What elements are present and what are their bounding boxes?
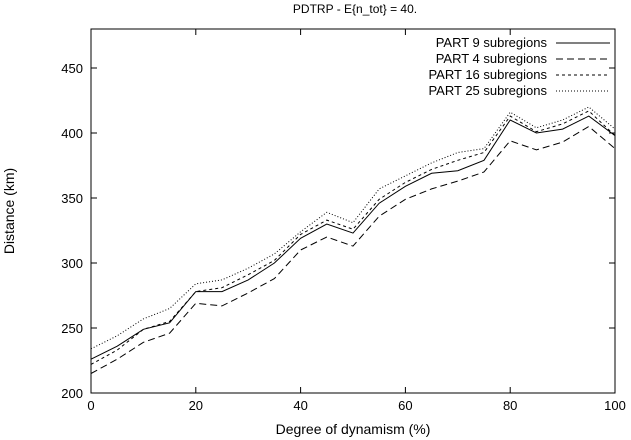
x-tick-label: 100 <box>604 398 626 413</box>
legend-label: PART 16 subregions <box>428 67 547 82</box>
y-axis-label: Distance (km) <box>1 168 17 254</box>
y-tick-label: 450 <box>61 61 83 76</box>
x-tick-label: 0 <box>87 398 94 413</box>
series-line <box>90 115 616 360</box>
y-tick-label: 350 <box>61 191 83 206</box>
series-layer <box>90 106 616 374</box>
legend-label: PART 9 subregions <box>436 35 548 50</box>
y-tick-label: 400 <box>61 126 83 141</box>
x-tick-label: 20 <box>189 398 203 413</box>
legend-label: PART 4 subregions <box>436 51 548 66</box>
y-tick-label: 250 <box>61 321 83 336</box>
x-tick-label: 40 <box>293 398 307 413</box>
axis-ticks: 0 20 40 60 80 100 200 250 300 350 400 450 <box>61 29 626 413</box>
series-line <box>90 125 616 374</box>
series-line <box>90 110 616 365</box>
y-tick-label: 200 <box>61 386 83 401</box>
legend-label: PART 25 subregions <box>428 83 547 98</box>
x-axis-label: Degree of dynamism (%) <box>276 421 431 437</box>
plot-frame <box>90 28 616 394</box>
x-tick-label: 80 <box>503 398 517 413</box>
series-line <box>90 106 616 350</box>
y-tick-label: 300 <box>61 256 83 271</box>
x-tick-label: 60 <box>398 398 412 413</box>
chart-title: PDTRP - E{n_tot} = 40. <box>293 2 417 16</box>
